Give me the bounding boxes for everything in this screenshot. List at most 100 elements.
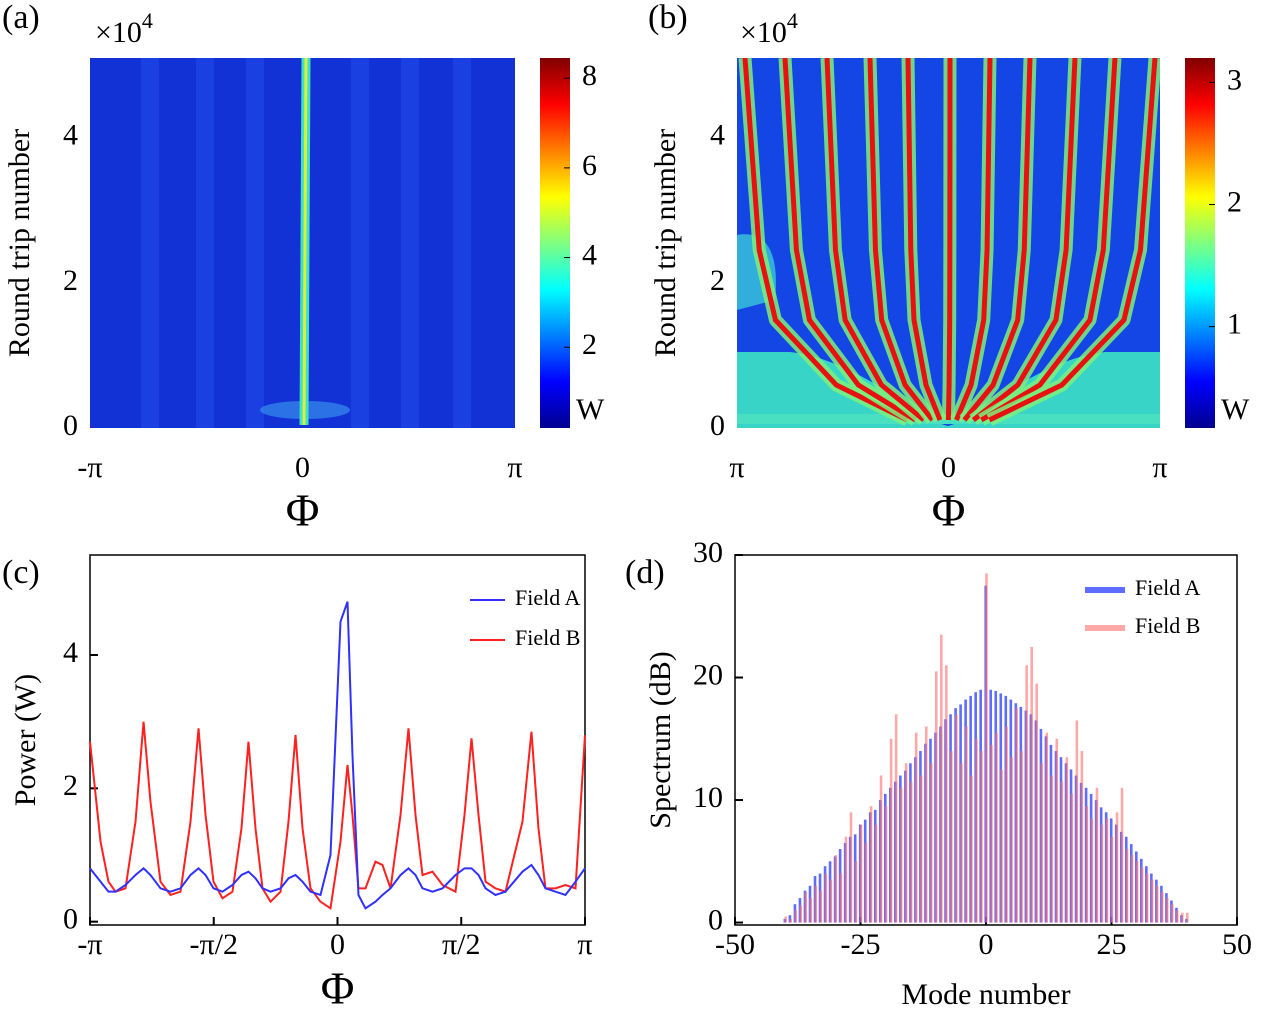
bar	[1030, 646, 1033, 923]
bar	[1115, 812, 1119, 923]
y-tick-label: 4	[710, 119, 725, 152]
bar	[859, 824, 863, 923]
legend-swatch	[1085, 587, 1125, 593]
bar	[924, 726, 928, 923]
bar	[834, 855, 838, 923]
bar	[1070, 793, 1074, 923]
bar	[995, 732, 998, 923]
y-tick-label: 20	[693, 658, 723, 691]
colorbar-b	[1185, 58, 1215, 428]
bar	[1035, 683, 1038, 923]
bar	[1120, 787, 1124, 923]
bar	[1105, 818, 1109, 923]
x-axis-label: Φ	[321, 963, 355, 1014]
bar	[904, 763, 908, 923]
bar	[839, 873, 843, 923]
bar	[955, 714, 958, 923]
bar	[1015, 708, 1018, 923]
bar	[1065, 757, 1069, 923]
y-tick-label: 0	[63, 903, 78, 936]
heatmap-image	[90, 58, 515, 428]
colorbar-unit: W	[1221, 393, 1250, 426]
legend-label: Field B	[515, 625, 580, 650]
heatmap-streak	[980, 58, 1118, 423]
colorbar-tick-label: 2	[582, 328, 597, 361]
x-tick-label: π	[577, 928, 592, 961]
x-axis-label: Φ	[932, 485, 966, 536]
bar	[935, 671, 938, 923]
x-tick-label: π	[729, 451, 744, 484]
bar	[844, 836, 848, 923]
y-scale-exponent: 4	[142, 8, 153, 33]
heatmap-streak	[905, 58, 943, 421]
bar	[1010, 757, 1013, 923]
x-axis-label: Φ	[286, 485, 320, 536]
y-tick-label: 0	[710, 409, 725, 442]
bar	[960, 763, 963, 923]
bar	[945, 665, 948, 923]
bar	[1100, 824, 1104, 923]
colorbar-a	[540, 58, 570, 428]
bar	[884, 806, 888, 923]
bar	[874, 824, 878, 923]
y-axis-label: Spectrum (dB)	[644, 651, 677, 828]
bar	[849, 812, 853, 923]
y-tick-label: 10	[693, 781, 723, 814]
heatmap-image	[737, 58, 1160, 428]
plot-frame	[734, 554, 1238, 926]
y-tick-label: 2	[710, 264, 725, 297]
x-tick-label: 0	[330, 928, 345, 961]
legend-swatch	[1085, 625, 1125, 631]
colorbar-tick-label: 8	[582, 59, 597, 92]
bar	[894, 714, 898, 923]
bar	[1095, 787, 1099, 923]
bar	[789, 918, 793, 923]
y-tick-label: 0	[63, 409, 78, 442]
y-tick-label: 4	[63, 119, 78, 152]
bar	[1040, 763, 1044, 923]
bar	[804, 891, 808, 923]
bar	[985, 573, 988, 923]
bar	[1050, 775, 1054, 923]
bar	[1170, 904, 1174, 923]
bar	[879, 775, 883, 923]
bar	[1135, 861, 1139, 923]
bar	[1045, 732, 1049, 923]
bar	[1005, 726, 1008, 923]
panel-label: (d)	[625, 554, 665, 591]
bar	[909, 781, 913, 923]
y-tick-label: 2	[63, 769, 78, 802]
bar	[1180, 912, 1184, 923]
bar	[1060, 781, 1064, 923]
bar	[794, 910, 798, 923]
bar	[1090, 818, 1094, 923]
legend-label: Field A	[515, 585, 581, 610]
x-tick-label: -25	[841, 928, 881, 961]
bar	[814, 885, 818, 923]
x-tick-label: π	[507, 451, 522, 484]
y-tick-label: 30	[693, 536, 723, 569]
bar	[1175, 910, 1179, 923]
line-series	[89, 601, 586, 910]
bar	[965, 726, 968, 923]
colorbar-tick-label: 2	[1227, 185, 1242, 218]
bar	[980, 751, 983, 923]
bar	[919, 775, 923, 923]
bar	[819, 890, 823, 923]
bar	[1130, 855, 1134, 923]
x-axis-label: Mode number	[901, 978, 1070, 1011]
heatmap-streak	[988, 58, 1158, 423]
x-tick-label: 0	[295, 451, 310, 484]
x-tick-label: 50	[1222, 928, 1252, 961]
x-tick-label: -π	[77, 928, 102, 961]
legend-label: Field B	[1135, 613, 1200, 638]
x-tick-label: π	[1152, 451, 1167, 484]
bar	[829, 879, 833, 923]
bar	[950, 751, 953, 923]
colorbar-unit: W	[576, 393, 605, 426]
bar	[1140, 867, 1144, 923]
legend-label: Field A	[1135, 575, 1201, 600]
bar	[899, 787, 903, 923]
x-tick-label: -50	[715, 928, 755, 961]
bar	[824, 873, 828, 923]
